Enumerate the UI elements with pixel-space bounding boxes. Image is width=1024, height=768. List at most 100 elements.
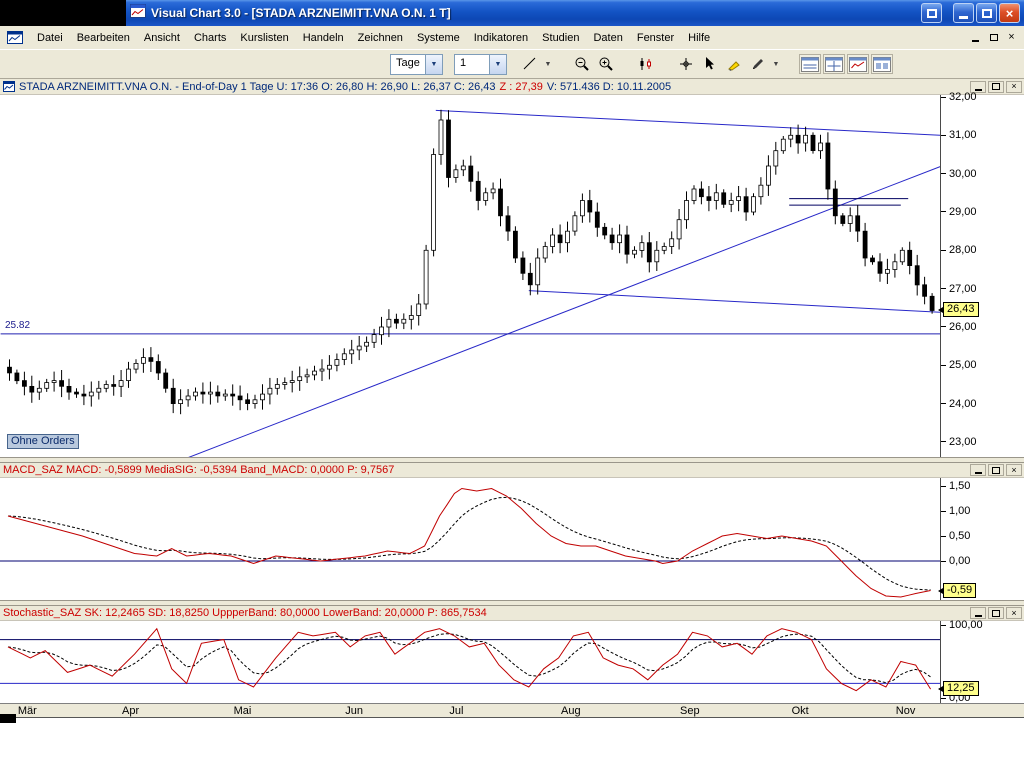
window-layout-icon [801, 56, 819, 72]
macd-minimize-button[interactable] [970, 464, 986, 476]
menu-item-fenster[interactable]: Fenster [636, 31, 675, 44]
compression-combobox[interactable]: 1 ▼ [454, 53, 507, 75]
mdi-restore-button[interactable] [985, 30, 1002, 45]
main-price-axis[interactable]: 26,43 32,00 31,00 30,00 29,00 28,00 27,00 26,0… [938, 91, 1023, 457]
stoch-plot[interactable] [0, 621, 941, 703]
menu-item-kurslisten[interactable]: Kurslisten [240, 31, 289, 44]
restore-icon [989, 34, 998, 41]
panel-minimize-button[interactable] [970, 80, 986, 93]
crosshair-icon [680, 58, 692, 70]
minimize-icon [959, 16, 968, 19]
main-chart-plot[interactable]: 25.82 Ohne Orders [0, 95, 941, 457]
menubar: Datei Bearbeiten Ansicht Charts Kurslist… [0, 26, 1024, 50]
menu-item-indikatoren[interactable]: Indikatoren [473, 31, 529, 44]
main-chart-header: STADA ARZNEIMITT.VNA O.N. - End-of-Day 1… [0, 79, 1024, 95]
stoch-minimize-button[interactable] [970, 607, 986, 619]
macd-plot-svg [0, 487, 940, 598]
last-price-tag: 26,43 [938, 302, 979, 318]
window-title: Visual Chart 3.0 - [STADA ARZNEIMITT.VNA… [151, 6, 451, 20]
time-axis[interactable]: Mär Apr Mai Jun Jul Aug Sep Okt Nov [0, 703, 1024, 718]
macd-close-button[interactable]: × [1006, 464, 1022, 476]
panel-restore-button[interactable] [988, 80, 1004, 93]
zoom-in-button[interactable] [595, 54, 617, 74]
compression-value: 1 [460, 56, 467, 69]
time-axis-label: Apr [122, 705, 140, 717]
chart-window-icon [7, 31, 23, 44]
titlebar: Visual Chart 3.0 - [STADA ARZNEIMITT.VNA… [0, 0, 1024, 26]
main-chart-panel: 25.82 Ohne Orders 26,43 32,00 31,00 30,00 2… [0, 91, 1024, 457]
axis-tick-label: 1,50 [941, 480, 970, 492]
crosshair-tool-button[interactable] [675, 54, 697, 74]
period-value: Tage [396, 56, 420, 69]
stoch-close-button[interactable]: × [1006, 607, 1022, 619]
minimize-button[interactable] [953, 3, 974, 23]
axis-tick-label: 30,00 [941, 168, 977, 180]
axis-tick-label: 32,00 [941, 91, 977, 103]
ohne-orders-button[interactable]: Ohne Orders [7, 434, 79, 449]
maximize-button[interactable] [976, 3, 997, 23]
panel-close-button[interactable]: × [1006, 80, 1022, 93]
line-tool-button[interactable] [519, 54, 541, 74]
splitter-stoch[interactable] [0, 600, 1024, 606]
time-axis-label: Mär [17, 705, 37, 717]
stoch-header: Stochastic_SAZ SK: 12,2465 SD: 18,8250 U… [0, 606, 1024, 621]
layout-tool-button-4[interactable] [871, 54, 893, 74]
layout-tool-button-2[interactable] [823, 54, 845, 74]
macd-panel: -0,59 1,50 1,00 0,50 0,00 [0, 478, 1024, 600]
stoch-panel: 12,25 100,00 0,00 [0, 619, 1024, 704]
candlestick-icon [640, 58, 651, 70]
pen-tool-button[interactable] [747, 54, 769, 74]
level-price-label: 25.82 [5, 319, 31, 331]
menu-item-bearbeiten[interactable]: Bearbeiten [76, 31, 130, 44]
menu-item-studien[interactable]: Studien [542, 31, 580, 44]
line-tool-dropdown[interactable]: ▼ [544, 60, 552, 68]
mdi-close-button[interactable]: × [1008, 31, 1015, 43]
zoom-out-button[interactable] [571, 54, 593, 74]
titlebar-drag-area[interactable]: Visual Chart 3.0 - [STADA ARZNEIMITT.VNA… [126, 0, 1024, 26]
period-combobox[interactable]: Tage ▼ [390, 53, 443, 75]
menu-item-charts[interactable]: Charts [193, 31, 227, 44]
axis-tick-label: 24,00 [941, 398, 977, 410]
macd-header-text: MACD_SAZ MACD: -0,5899 MediaSIG: -0,5394… [3, 464, 395, 476]
time-axis-label: Sep [680, 705, 700, 717]
window-layout-icon [873, 56, 891, 72]
chevron-down-icon[interactable]: ▼ [489, 54, 506, 74]
menu-item-zeichnen[interactable]: Zeichnen [357, 31, 403, 44]
macd-restore-button[interactable] [988, 464, 1004, 476]
menu-item-ansicht[interactable]: Ansicht [143, 31, 180, 44]
main-plot-svg [0, 109, 940, 457]
restore-chart-button[interactable] [921, 3, 942, 23]
menu-item-handeln[interactable]: Handeln [302, 31, 344, 44]
close-button[interactable]: × [999, 3, 1020, 23]
macd-header: MACD_SAZ MACD: -0,5899 MediaSIG: -0,5394… [0, 463, 1024, 478]
axis-tick-label: 27,00 [941, 283, 977, 295]
chevron-down-icon[interactable]: ▼ [425, 54, 442, 74]
minimize-icon [974, 472, 982, 474]
menu-item-systeme[interactable]: Systeme [416, 31, 460, 44]
menu-item-datei[interactable]: Datei [37, 31, 63, 44]
splitter-macd[interactable] [0, 457, 1024, 463]
macd-axis[interactable]: -0,59 1,50 1,00 0,50 0,00 [937, 478, 1023, 600]
time-axis-label: Jun [345, 705, 363, 717]
layout-tool-button-1[interactable] [799, 54, 821, 74]
stoch-restore-button[interactable] [988, 607, 1004, 619]
menu-item-daten[interactable]: Daten [593, 31, 623, 44]
time-axis-label: Jul [449, 705, 464, 717]
zoom-in-icon [599, 57, 613, 71]
pointer-tool-button[interactable] [699, 54, 721, 74]
menu-item-hilfe[interactable]: Hilfe [688, 31, 711, 44]
macd-plot[interactable] [0, 478, 941, 600]
layout-tool-button-3[interactable] [847, 54, 869, 74]
stoch-axis[interactable]: 12,25 100,00 0,00 [938, 619, 1023, 704]
restore-icon [926, 8, 937, 18]
indicator-insert-button[interactable] [635, 54, 657, 74]
window-layout-icon [825, 56, 843, 72]
chart-info-text: STADA ARZNEIMITT.VNA O.N. - End-of-Day 1… [19, 80, 496, 93]
pen-tool-dropdown[interactable]: ▼ [772, 60, 780, 68]
minimize-icon [974, 88, 982, 91]
highlighter-tool-button[interactable] [723, 54, 745, 74]
toolbar: Tage ▼ 1 ▼ ▼ [0, 50, 1024, 79]
mdi-minimize-button[interactable] [967, 30, 984, 45]
time-axis-label: Aug [561, 705, 581, 717]
